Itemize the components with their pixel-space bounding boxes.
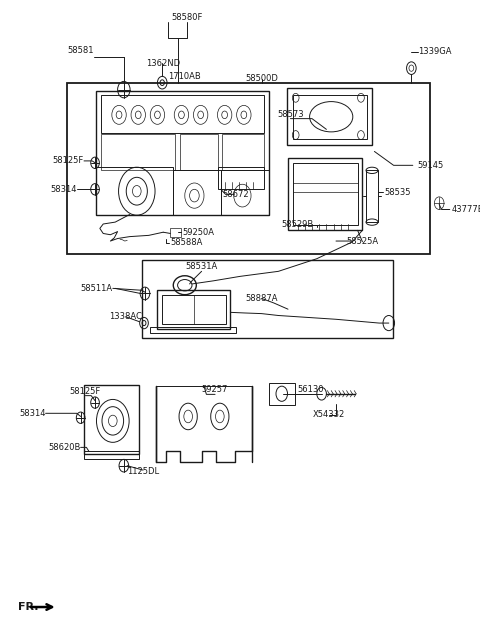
Text: 58511A: 58511A — [81, 284, 113, 293]
Bar — [84, 385, 139, 454]
Bar — [96, 91, 269, 215]
Text: 58573: 58573 — [277, 110, 304, 119]
Text: 58529B: 58529B — [281, 220, 314, 229]
Bar — [67, 83, 430, 254]
Text: X54332: X54332 — [312, 410, 345, 419]
Text: 58620B: 58620B — [48, 443, 81, 452]
Bar — [96, 167, 173, 215]
Text: 56130: 56130 — [298, 386, 324, 394]
Bar — [101, 95, 264, 133]
Bar — [180, 134, 218, 170]
Text: 1710AB: 1710AB — [168, 73, 201, 81]
Bar — [162, 295, 226, 324]
Text: 58125F: 58125F — [70, 387, 101, 396]
Text: 58580F: 58580F — [171, 13, 203, 22]
Text: 58125F: 58125F — [53, 156, 84, 165]
Bar — [218, 167, 264, 189]
Text: 1125DL: 1125DL — [127, 467, 159, 476]
Bar — [173, 170, 221, 215]
Bar — [101, 134, 175, 170]
Text: 58525A: 58525A — [347, 237, 378, 246]
Bar — [288, 158, 362, 230]
Bar — [293, 95, 367, 139]
Bar — [293, 163, 358, 225]
Text: 58581: 58581 — [67, 46, 94, 55]
Text: 59145: 59145 — [418, 161, 444, 170]
Bar — [170, 228, 181, 237]
Text: 58500D: 58500D — [245, 74, 278, 83]
Text: 59250A: 59250A — [182, 228, 215, 237]
Bar — [84, 451, 139, 459]
Bar — [366, 170, 378, 222]
Bar — [269, 383, 295, 405]
Text: 1339GA: 1339GA — [418, 47, 451, 56]
Text: 1362ND: 1362ND — [146, 59, 180, 68]
Text: 58672: 58672 — [222, 190, 249, 199]
Text: 43777B: 43777B — [451, 205, 480, 214]
Bar — [222, 134, 264, 170]
Text: 59257: 59257 — [202, 386, 228, 394]
Bar — [287, 88, 372, 145]
Text: 58588A: 58588A — [170, 239, 203, 247]
Bar — [150, 327, 236, 333]
Text: FR.: FR. — [18, 602, 39, 612]
Bar — [142, 260, 393, 338]
Text: 58314: 58314 — [19, 409, 46, 418]
Text: 58535: 58535 — [384, 188, 410, 197]
Text: 58887A: 58887A — [245, 294, 278, 303]
Bar — [221, 170, 269, 215]
Text: 58531A: 58531A — [185, 262, 218, 271]
Text: 58314: 58314 — [50, 185, 77, 194]
Text: 1338AC: 1338AC — [109, 312, 142, 321]
Bar — [157, 290, 230, 329]
